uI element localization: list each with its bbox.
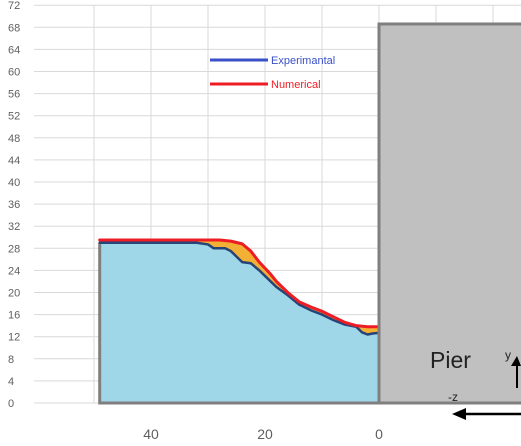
x-tick-label: 40 — [143, 426, 159, 442]
y-tick-label: 28 — [8, 243, 20, 255]
y-tick-label: 8 — [8, 354, 14, 366]
pier-annotations: Pier y -z — [430, 347, 521, 420]
sediment-bed — [99, 242, 379, 403]
y-tick-label: 60 — [8, 67, 20, 79]
y-tick-label: 4 — [8, 376, 14, 388]
y-tick-label: 44 — [8, 155, 20, 167]
legend: Experimantal Numerical — [210, 55, 335, 91]
y-tick-label: 64 — [8, 44, 20, 56]
bed-border — [98, 242, 379, 405]
y-tick-label: 20 — [8, 288, 20, 300]
series-lines — [98, 238, 381, 336]
y-tick-label: 24 — [8, 265, 20, 277]
y-tick-label: 40 — [8, 177, 20, 189]
legend-label-numerical: Numerical — [271, 79, 321, 91]
y-tick-label: 32 — [8, 221, 20, 233]
legend-label-experimantal: Experimantal — [271, 55, 335, 67]
x-tick-label: 20 — [257, 426, 273, 442]
pier-body — [377, 22, 521, 405]
y-tick-label: 48 — [8, 133, 20, 145]
y-tick-label: 36 — [8, 199, 20, 211]
y-tick-label: 16 — [8, 310, 20, 322]
y-tick-label: 56 — [8, 89, 20, 101]
z-axis-arrowhead — [452, 408, 466, 420]
y-tick-label: 0 — [8, 398, 14, 410]
pier-label: Pier — [430, 347, 471, 373]
x-tick-label: 0 — [375, 426, 383, 442]
y-tick-label: 12 — [8, 332, 20, 344]
y-tick-label: 68 — [8, 22, 20, 34]
pier — [377, 22, 521, 405]
series-line-numerical — [98, 238, 381, 329]
axis-y-label: y — [505, 348, 511, 362]
y-axis-arrowhead — [511, 356, 521, 366]
y-tick-label: 72 — [8, 0, 20, 12]
axis-z-label: -z — [448, 390, 458, 404]
y-tick-label: 52 — [8, 111, 20, 123]
